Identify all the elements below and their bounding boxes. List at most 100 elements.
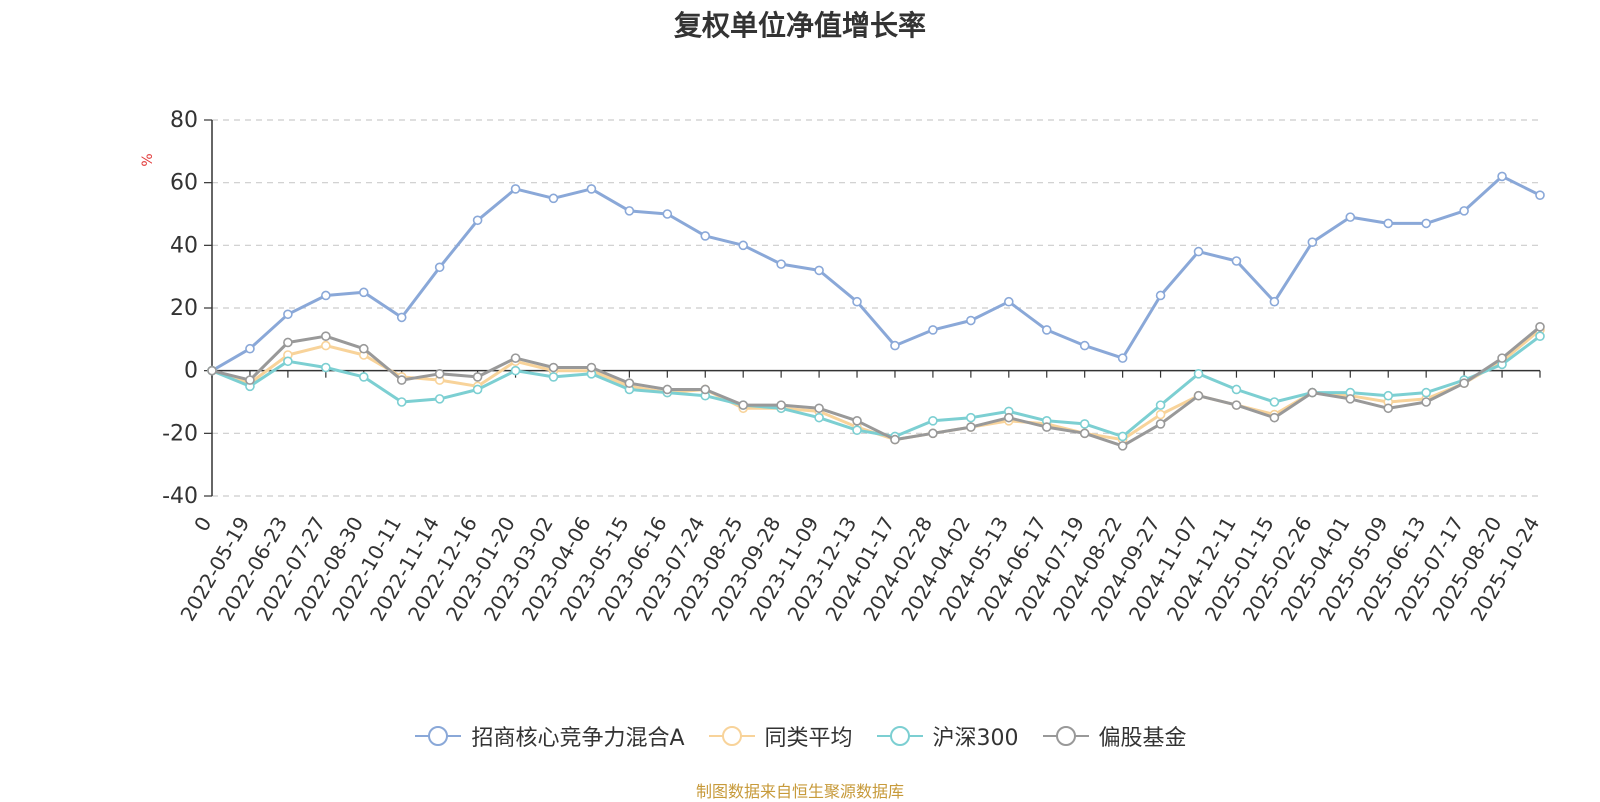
series-0-point-27 [1231,256,1242,266]
series-0-point-16 [814,265,824,276]
series-3-point-33 [1459,378,1469,389]
series-0-point-13 [700,231,711,241]
series-3-point-34 [1497,353,1507,363]
series-3-point-1 [245,375,255,385]
series-0-point-18 [890,340,900,351]
y-tick-label-0: 80 [170,108,198,133]
series-0-point-25 [1155,290,1166,301]
legend-item-0[interactable]: 招商核心竞争力混合A [413,720,685,752]
series-3-point-30 [1345,394,1356,404]
series-0-point-26 [1193,246,1204,257]
series-3-point-3 [321,331,331,342]
legend-swatch-2 [876,726,923,746]
series-2-point-5 [396,397,407,407]
series-3-point-8 [510,353,521,363]
series-3-point-23 [1079,428,1090,439]
x-tick-label-0: 0 [189,513,216,536]
series-0-point-30 [1345,212,1356,222]
series-line-1 [211,328,1541,442]
series-3-point-11 [624,378,635,389]
series-3-point-16 [814,403,824,414]
series-3-point-13 [700,384,711,395]
series-2-point-9 [548,372,559,382]
series-3-point-35 [1535,321,1545,332]
series-3-point-18 [890,434,900,445]
series-0-point-14 [738,240,749,251]
series-3-point-28 [1269,412,1280,423]
series-3-point-7 [472,372,483,382]
series-0-point-31 [1383,218,1394,229]
series-3-point-25 [1155,419,1166,429]
legend-label-2: 沪深300 [932,726,1019,751]
series-2-point-7 [472,384,483,395]
series-0-point-34 [1497,171,1507,182]
series-3-point-9 [548,362,559,373]
series-0-point-28 [1269,296,1280,307]
legend-item-2[interactable]: 沪深300 [875,720,1019,752]
series-0-point-10 [586,184,597,194]
grid-layer [212,119,1540,497]
legend-item-1[interactable]: 同类平均 [707,720,853,752]
series-1-point-3 [321,340,331,351]
series-2-point-4 [358,372,369,382]
series-3-point-14 [738,400,749,410]
series-0-point-7 [472,215,483,226]
source-note: 制图数据来自恒生聚源数据库 [695,782,904,801]
chart-title: 复权单位净值增长率 [673,9,926,42]
series-2-point-32 [1421,387,1431,398]
series-2-point-23 [1079,419,1090,429]
series-3-point-17 [852,415,862,426]
series-0-point-9 [548,193,559,204]
series-3-point-2 [283,337,293,348]
series-0-point-33 [1459,206,1469,216]
y-tick-label-5: -20 [162,421,198,446]
series-3-point-31 [1383,403,1394,414]
series-3-point-6 [434,368,445,379]
series-2-point-19 [928,415,938,426]
series-3-point-21 [1003,412,1014,423]
series-0-point-24 [1117,353,1128,363]
series-3-point-20 [966,422,976,432]
series-2-point-17 [852,425,862,436]
series-0-point-29 [1307,237,1318,247]
series-0-point-2 [283,309,293,320]
series-1-point-25 [1155,409,1166,420]
legend-swatch-3 [1042,726,1089,746]
series-0-point-32 [1421,218,1431,229]
series-2-point-35 [1535,331,1545,342]
series-3-point-12 [662,384,673,395]
series-2-point-25 [1155,400,1166,410]
series-3-point-10 [586,362,597,373]
legend-swatch-1 [708,726,755,746]
y-tick-label-4: 0 [184,359,198,384]
series-0-point-3 [321,290,331,301]
legend-label-3: 偏股基金 [1098,726,1187,751]
series-line-2 [211,334,1541,438]
series-3-point-4 [358,343,369,354]
series-0-point-17 [852,296,862,307]
series-2-point-31 [1383,390,1394,401]
series-3-point-22 [1041,422,1052,432]
series-0-point-19 [928,325,938,335]
series-3-point-5 [396,375,407,385]
series-0-point-22 [1041,325,1052,335]
series-0-point-20 [966,315,976,326]
series-0-point-12 [662,209,673,219]
series-2-point-8 [510,365,521,376]
series-2-point-24 [1117,431,1128,442]
legend-swatch-0 [415,726,462,746]
series-layer [207,171,1545,451]
series-0-point-1 [245,343,255,354]
y-tick-label-6: -40 [162,484,198,509]
series-0-point-5 [396,312,407,323]
series-2-point-6 [434,394,445,404]
legend-item-3[interactable]: 偏股基金 [1041,720,1187,752]
series-0-point-15 [776,259,786,269]
series-2-point-28 [1269,397,1280,407]
series-line-3 [211,325,1541,448]
series-2-point-27 [1231,384,1242,395]
series-3-point-32 [1421,397,1431,407]
series-0-point-21 [1003,296,1014,307]
series-line-0 [211,174,1541,372]
